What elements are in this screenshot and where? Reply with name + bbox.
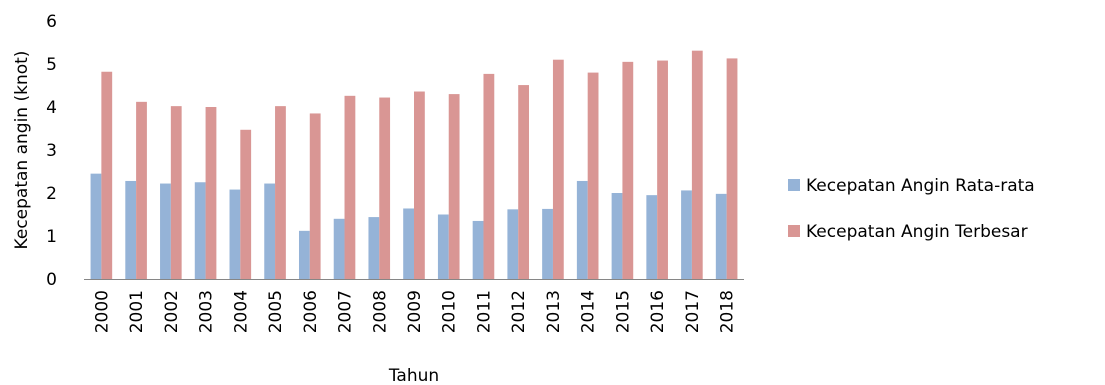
bar-rata-rata [472,220,484,279]
bar-rata-rata [264,183,276,279]
bar-rata-rata [715,193,727,279]
bar-rata-rata [576,180,588,279]
bar-rata-rata [507,209,519,279]
x-tick-label: 2015 [613,290,633,333]
bar-terbesar [170,106,182,279]
y-tick-label: 5 [46,55,57,75]
bar-rata-rata [611,193,623,279]
x-tick-label: 2011 [474,290,494,333]
x-tick-label: 2009 [405,290,425,333]
legend: Kecepatan Angin Rata-rata Kecepatan Angin… [788,176,1035,242]
bar-terbesar [518,85,530,279]
y-tick-label: 1 [46,227,57,247]
x-tick-label: 2013 [544,290,564,333]
bar-terbesar [205,107,217,279]
x-tick-label: 2008 [370,290,390,333]
bar-terbesar [726,58,738,279]
x-tick-label: 2017 [683,290,703,333]
y-tick-label: 3 [46,141,57,161]
y-axis-title: Kecepatan angin (knot) [12,51,32,250]
x-tick-label: 2007 [336,290,356,333]
bar-rata-rata [160,183,171,279]
x-tick-label: 2014 [579,290,599,333]
bar-rata-rata [646,195,658,279]
legend-swatch [788,179,800,191]
x-tick-label: 2002 [162,290,182,333]
y-axis-ticks: 0 1 2 3 4 5 6 [46,12,57,290]
bar-terbesar [275,106,286,279]
x-tick-label: 2004 [231,290,251,333]
bar-terbesar [483,73,495,279]
bar-terbesar [587,72,599,279]
bar-rata-rata [125,180,137,279]
bar-rata-rata [403,208,414,279]
x-axis-ticks: 2000 2001 2002 2003 2004 2005 2006 2007 2008 2009… [92,290,737,333]
bar-rata-rata [542,208,553,279]
x-tick-label: 2006 [301,290,321,333]
bar-terbesar [657,60,668,280]
bar-rata-rata [333,218,345,279]
x-tick-label: 2000 [92,290,112,333]
x-tick-label: 2001 [127,290,147,333]
bar-terbesar [136,101,147,279]
y-tick-label: 0 [46,270,57,290]
bar-terbesar [448,94,460,279]
bar-terbesar [414,91,425,280]
y-tick-label: 2 [46,184,57,204]
x-tick-label: 2012 [509,290,529,333]
bar-terbesar [552,59,564,280]
x-tick-label: 2016 [648,290,668,333]
bar-rata-rata [368,217,380,279]
y-tick-label: 4 [46,98,57,118]
bar-rata-rata [681,190,692,279]
legend-swatch [788,225,800,237]
bar-rata-rata [229,189,241,279]
bar-terbesar [309,113,321,279]
bar-terbesar [691,50,703,279]
y-tick-label: 6 [46,12,57,32]
x-tick-label: 2003 [197,290,217,333]
x-tick-label: 2010 [440,290,460,333]
bar-terbesar [101,71,113,280]
x-axis-title: Tahun [388,366,439,385]
legend-label: Kecepatan Angin Rata-rata [806,176,1035,196]
bar-terbesar [240,129,252,279]
x-tick-label: 2005 [266,290,286,333]
bars [90,50,738,280]
bar-terbesar [622,61,634,279]
bar-rata-rata [90,173,102,279]
bar-rata-rata [194,182,206,279]
legend-label: Kecepatan Angin Terbesar [806,222,1028,242]
bar-rata-rata [298,230,310,279]
bar-terbesar [379,97,391,279]
bar-terbesar [344,95,356,279]
x-tick-label: 2018 [718,290,738,333]
bar-rata-rata [437,214,449,279]
